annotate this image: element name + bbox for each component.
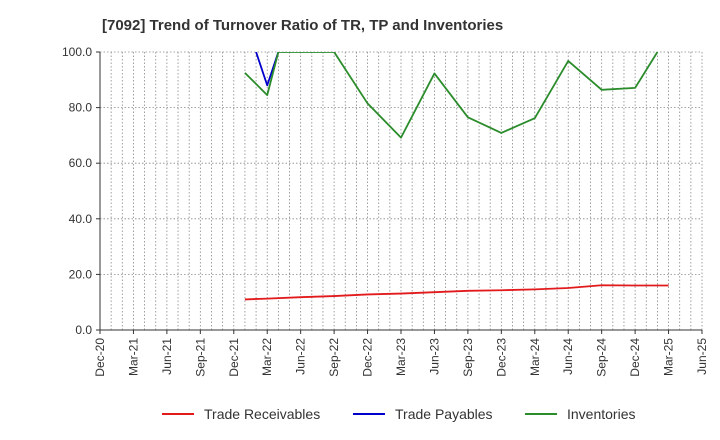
x-tick-label: Sep-21 [193,338,207,377]
x-tick-label: Dec-20 [93,338,107,377]
series-line-trade-receivables [244,284,669,301]
x-tick-label: Mar-25 [662,338,676,376]
x-tick-label: Jun-21 [160,338,174,375]
legend: Trade Receivables Trade Payables Inventori… [162,406,635,422]
plot-area [100,52,702,330]
x-tick-label: Jun-22 [294,338,308,375]
legend-label: Inventories [567,406,635,422]
y-tick-label: 40.0 [69,212,93,226]
x-tick-label: Jun-24 [561,338,575,375]
y-axis: 0.0 20.0 40.0 60.0 80.0 100.0 [62,45,101,337]
x-tick-label: Sep-22 [327,338,341,377]
y-tick-label: 0.0 [75,323,92,337]
chart-title: [7092] Trend of Turnover Ratio of TR, TP… [102,17,503,34]
grid-lines [99,51,703,331]
y-tick-label: 80.0 [69,101,93,115]
x-tick-label: Jun-25 [695,338,709,375]
series-line-inventories [244,52,659,139]
x-tick-label: Dec-22 [361,338,375,377]
x-tick-label: Mar-24 [528,338,542,376]
x-tick-label: Dec-21 [227,338,241,377]
y-tick-label: 100.0 [62,45,92,59]
x-tick-label: Mar-23 [394,338,408,376]
x-tick-label: Sep-24 [595,338,609,377]
legend-label: Trade Payables [395,406,493,422]
x-tick-label: Mar-21 [126,338,140,376]
series-layer [244,52,669,301]
y-tick-label: 60.0 [69,156,93,170]
x-tick-label: Jun-23 [427,338,441,375]
y-tick-label: 20.0 [69,267,93,281]
x-tick-label: Dec-24 [628,338,642,377]
x-tick-label: Mar-22 [260,338,274,376]
x-tick-label: Sep-23 [461,338,475,377]
x-axis: Dec-20 Mar-21 Jun-21 Sep-21 Dec-21 Mar-22 Jun-… [93,329,709,377]
legend-label: Trade Receivables [204,406,320,422]
x-tick-label: Dec-23 [494,338,508,377]
